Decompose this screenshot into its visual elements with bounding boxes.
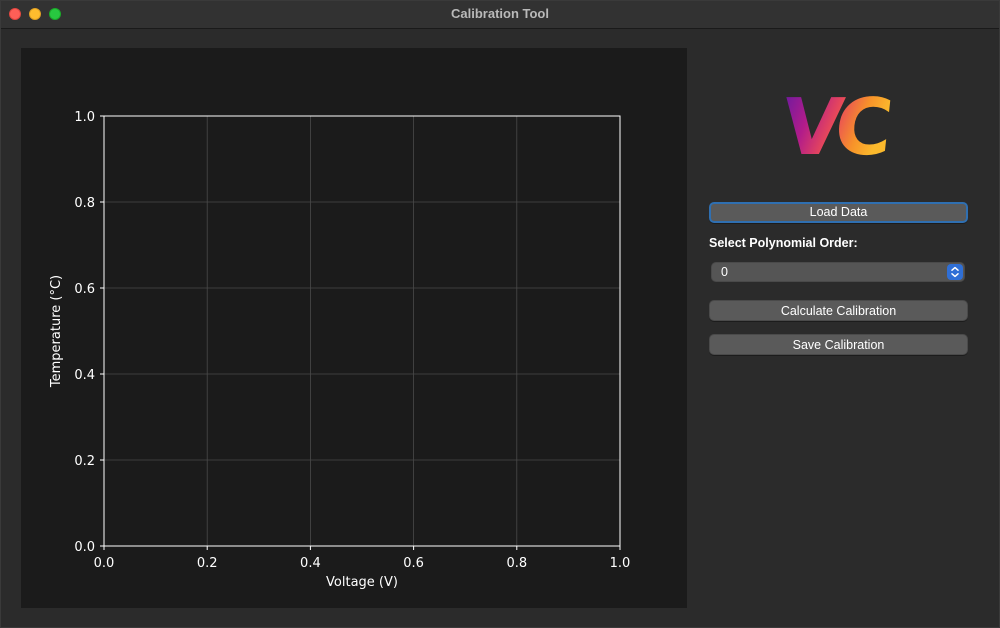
save-calibration-button[interactable]: Save Calibration [709, 334, 968, 355]
y-tick-label: 1.0 [74, 110, 95, 125]
y-tick-label: 0.6 [74, 282, 95, 297]
y-tick-label: 0.4 [74, 368, 95, 383]
vc-logo: VC [785, 88, 893, 160]
calibration-plot: 0.0 0.2 0.4 0.6 0.8 1.0 0.0 0.2 0.4 0.6 0.8 1.0 Vo… [49, 110, 631, 590]
y-tick-label: 0.2 [74, 454, 95, 469]
x-tick-label: 0.0 [94, 556, 115, 571]
plot-grid [103, 115, 621, 547]
x-tick-label: 0.4 [300, 556, 321, 571]
zoom-window-button[interactable] [49, 8, 61, 20]
x-tick-label: 0.8 [506, 556, 527, 571]
x-axis-label: Voltage (V) [326, 575, 398, 590]
polynomial-order-value: 0 [721, 265, 728, 279]
close-window-button[interactable] [9, 8, 21, 20]
y-tick-label: 0.8 [74, 196, 95, 211]
plot-frame [103, 115, 621, 547]
window-title: Calibration Tool [451, 6, 549, 21]
load-data-button[interactable]: Load Data [709, 202, 968, 223]
x-tick-label: 0.6 [403, 556, 424, 571]
y-axis-label: Temperature (°C) [49, 275, 64, 388]
y-tick-label: 0.0 [74, 540, 95, 555]
calculate-calibration-button[interactable]: Calculate Calibration [709, 300, 968, 321]
title-bar: Calibration Tool [1, 1, 999, 29]
x-tick-label: 1.0 [610, 556, 631, 571]
x-tick-label: 0.2 [197, 556, 218, 571]
minimize-window-button[interactable] [29, 8, 41, 20]
chevron-updown-icon [947, 264, 963, 280]
logo-text: VC [785, 88, 893, 160]
polynomial-order-select[interactable]: 0 [711, 262, 965, 282]
plot-panel: 0.0 0.2 0.4 0.6 0.8 1.0 0.0 0.2 0.4 0.6 0.8 1.0 Vo… [21, 48, 687, 608]
x-axis-ticks: 0.0 0.2 0.4 0.6 0.8 1.0 [94, 546, 631, 571]
polynomial-order-label: Select Polynomial Order: [709, 236, 858, 250]
y-axis-ticks: 0.0 0.2 0.4 0.6 0.8 1.0 [74, 110, 104, 555]
